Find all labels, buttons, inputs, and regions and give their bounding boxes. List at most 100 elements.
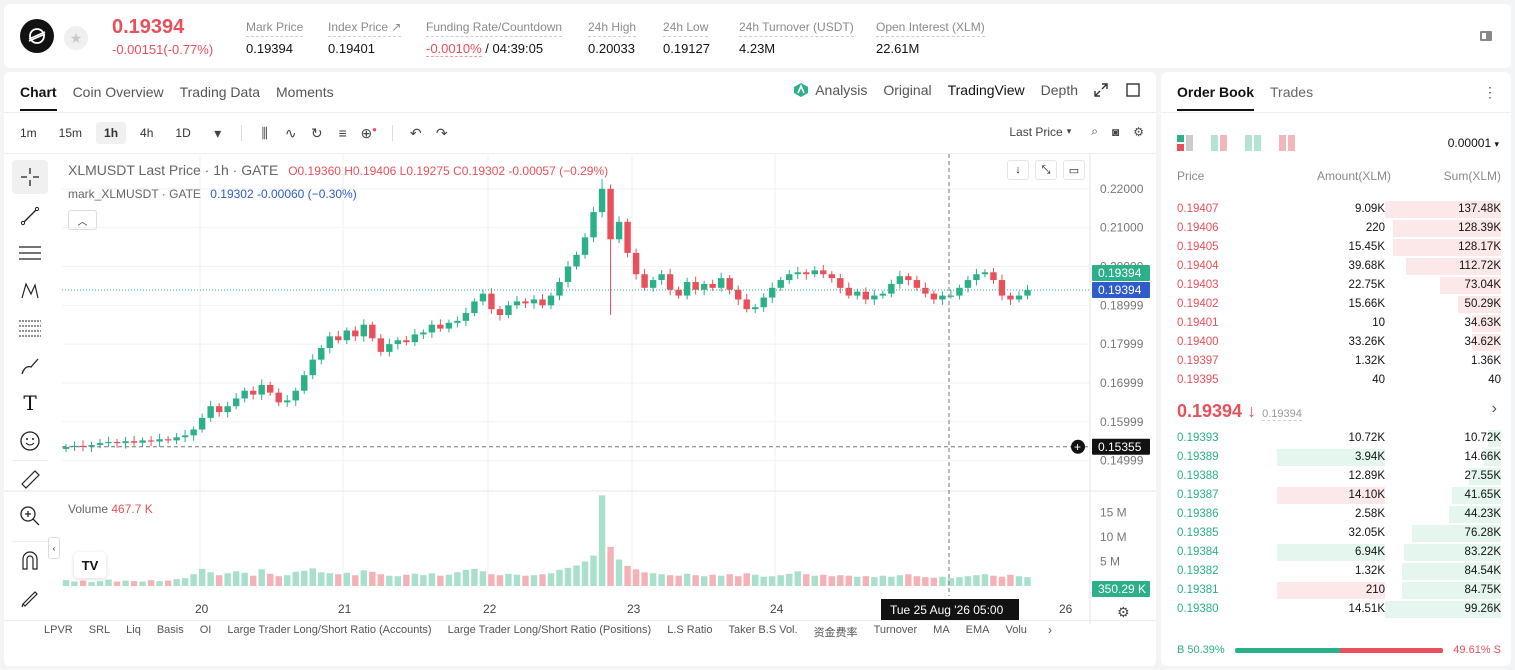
stat-mark-price[interactable]: Mark Price 0.19394 [246, 20, 304, 56]
view-both-icon[interactable] [1177, 135, 1193, 151]
price-source-select[interactable]: Last Price [1009, 124, 1063, 139]
indicator-11[interactable]: MA [933, 624, 950, 636]
indicator-1[interactable]: SRL [88, 624, 111, 636]
candlestick-chart[interactable]: 0.230000.220000.210000.200000.189990.179… [4, 154, 1156, 624]
add-indicator-icon[interactable]: ⊕● [360, 124, 378, 141]
tf-1h[interactable]: 1h [96, 122, 127, 144]
indicator-4[interactable]: OI [199, 624, 212, 636]
indicator-0[interactable]: LPVR [44, 624, 73, 636]
tab-original[interactable]: Original [883, 82, 932, 98]
bid-row[interactable]: 0.19380 14.51K 99.26K [1161, 600, 1511, 619]
ask-row[interactable]: 0.19406 220 128.39K [1161, 219, 1511, 238]
bid-row[interactable]: 0.19386 2.58K 44.23K [1161, 505, 1511, 524]
bid-row[interactable]: 0.19384 6.94K 83.22K [1161, 543, 1511, 562]
ask-row[interactable]: 0.19402 15.66K 50.29K [1161, 295, 1511, 314]
tf-4h[interactable]: 4h [140, 126, 154, 140]
brush-icon[interactable] [12, 347, 48, 385]
settings-gear-icon[interactable]: ⚙ [1133, 124, 1144, 139]
templates-icon[interactable]: ≡ [338, 125, 347, 141]
shrink-icon[interactable]: ⤡ [1035, 160, 1057, 180]
ask-row[interactable]: 0.19407 9.09K 137.48K [1161, 200, 1511, 219]
tab-chart[interactable]: Chart [20, 84, 57, 111]
search-icon[interactable]: ⌕ [1091, 124, 1098, 138]
indicators-icon[interactable]: ∿ [284, 124, 297, 141]
redo-icon[interactable]: ↷ [435, 124, 448, 141]
ask-row[interactable]: 0.19405 15.45K 128.17K [1161, 238, 1511, 257]
undo-icon[interactable]: ↶ [409, 124, 422, 141]
trend-line-icon[interactable] [12, 197, 48, 235]
tab-tradingview[interactable]: TradingView [947, 82, 1025, 98]
stat-index-price[interactable]: Index Price ↗ 0.19401 [328, 20, 402, 56]
indicator-10[interactable]: Turnover [873, 624, 918, 636]
maximize-icon[interactable]: ▭ [1063, 160, 1085, 180]
horizontal-lines-icon[interactable] [12, 235, 48, 273]
volume-bar [522, 575, 529, 586]
view-bids-icon[interactable] [1245, 135, 1261, 151]
pattern-icon[interactable] [12, 272, 48, 310]
tradingview-logo[interactable]: TV [74, 552, 106, 578]
lock-drawing-icon[interactable] [12, 578, 48, 616]
stat-funding-rate[interactable]: Funding Rate/Countdown -0.0010% / 04:39:0… [426, 20, 563, 57]
indicator-2[interactable]: Liq [126, 624, 141, 636]
ask-row[interactable]: 0.19397 1.32K 1.36K [1161, 352, 1511, 371]
view-bids-asks-icon[interactable] [1211, 135, 1227, 151]
bid-row[interactable]: 0.19393 10.72K 10.72K [1161, 429, 1511, 448]
chevron-right-icon[interactable]: › [1048, 623, 1052, 637]
bid-row[interactable]: 0.19382 1.32K 84.54K [1161, 562, 1511, 581]
indicator-5[interactable]: Large Trader Long/Short Ratio (Accounts) [227, 624, 432, 636]
magnet-icon[interactable] [12, 540, 48, 579]
bid-row[interactable]: 0.19385 32.05K 76.28K [1161, 524, 1511, 543]
tab-analysis[interactable]: Analysis [815, 82, 868, 98]
indicator-9[interactable]: 资金费率 [813, 627, 858, 639]
book-icon[interactable] [1479, 29, 1493, 43]
emoji-icon[interactable] [12, 422, 48, 460]
ask-row[interactable]: 0.19401 10 34.63K [1161, 314, 1511, 333]
bid-row[interactable]: 0.19387 14.10K 41.65K [1161, 486, 1511, 505]
tab-moments[interactable]: Moments [276, 84, 334, 100]
ask-row[interactable]: 0.19404 39.68K 112.72K [1161, 257, 1511, 276]
window-icon[interactable] [1126, 83, 1140, 97]
replay-icon[interactable]: ↻ [310, 124, 323, 141]
indicator-8[interactable]: Taker B.S Vol. [728, 624, 798, 636]
ask-row[interactable]: 0.19395 40 40 [1161, 371, 1511, 390]
ask-row[interactable]: 0.19403 22.75K 73.04K [1161, 276, 1511, 295]
candle-type-icon[interactable]: ⫼ [261, 124, 268, 141]
tab-depth[interactable]: Depth [1040, 82, 1078, 98]
tab-trades[interactable]: Trades [1270, 84, 1314, 100]
indicator-6[interactable]: Large Trader Long/Short Ratio (Positions… [447, 624, 652, 636]
precision-select[interactable]: 0.00001 ▾ [1447, 136, 1499, 150]
crosshair-icon[interactable] [12, 160, 48, 194]
expand-icon[interactable] [1094, 83, 1108, 97]
fib-icon[interactable] [12, 310, 48, 348]
chevron-right-icon[interactable]: › [1491, 400, 1497, 417]
indicator-13[interactable]: Volu [1005, 624, 1027, 636]
indicator-12[interactable]: EMA [965, 624, 990, 636]
ask-row[interactable]: 0.19400 33.26K 34.62K [1161, 333, 1511, 352]
price-source-caret-icon[interactable]: ▾ [1066, 126, 1072, 136]
camera-icon[interactable]: ◙ [1111, 124, 1120, 139]
text-tool-icon[interactable]: T [23, 391, 37, 416]
bid-row[interactable]: 0.19389 3.94K 14.66K [1161, 448, 1511, 467]
caret-down-icon[interactable]: ▾ [214, 124, 222, 141]
bid-row[interactable]: 0.19388 12.89K 27.55K [1161, 467, 1511, 486]
stat-open-interest[interactable]: Open Interest (XLM) 22.61M [876, 20, 985, 56]
indicator-3[interactable]: Basis [156, 624, 184, 636]
tab-coin-overview[interactable]: Coin Overview [72, 84, 164, 100]
tab-trading-data[interactable]: Trading Data [179, 84, 261, 100]
arrow-down-icon[interactable]: ↓ [1007, 160, 1029, 180]
zoom-in-icon[interactable] [12, 497, 48, 535]
tf-15m[interactable]: 15m [58, 126, 83, 140]
candle-body [658, 274, 665, 281]
more-icon[interactable]: ⋮ [1483, 84, 1497, 100]
view-asks-icon[interactable] [1279, 135, 1295, 151]
indicator-7[interactable]: L.S Ratio [667, 624, 713, 636]
ruler-icon[interactable] [12, 459, 48, 498]
tf-1d[interactable]: 1D [175, 126, 191, 140]
collapse-toolbar-icon[interactable]: ‹ [48, 537, 60, 559]
favorite-star-icon[interactable]: ★ [64, 26, 88, 50]
tab-order-book[interactable]: Order Book [1177, 84, 1255, 111]
tf-1m[interactable]: 1m [20, 126, 37, 140]
legend-collapse-button[interactable]: ︿ [68, 210, 97, 230]
candle-body [267, 384, 274, 393]
bid-row[interactable]: 0.19381 210 84.75K [1161, 581, 1511, 600]
